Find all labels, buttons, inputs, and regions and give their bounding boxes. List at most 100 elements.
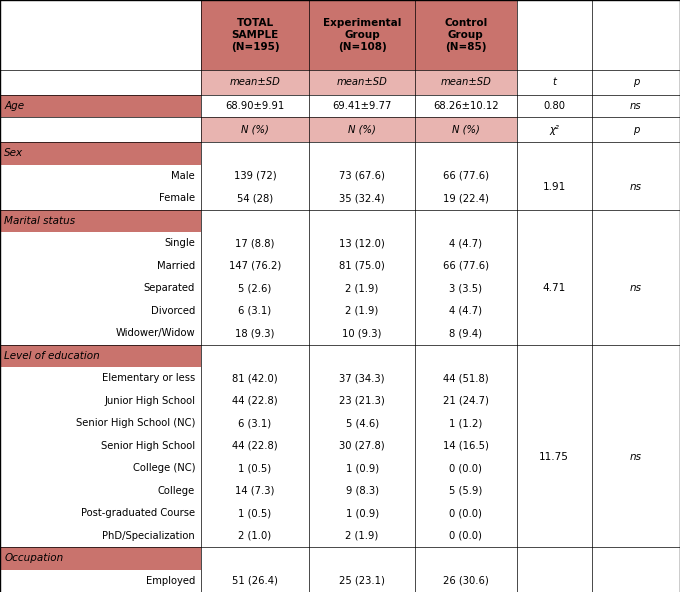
Text: 2 (1.0): 2 (1.0) <box>239 531 271 540</box>
Text: 5 (5.9): 5 (5.9) <box>449 486 482 496</box>
Text: t: t <box>552 78 556 87</box>
Text: 8 (9.4): 8 (9.4) <box>449 329 482 338</box>
Text: 14 (7.3): 14 (7.3) <box>235 486 275 496</box>
Bar <box>201 70 517 95</box>
Text: mean±SD: mean±SD <box>337 78 388 87</box>
Text: 68.26±10.12: 68.26±10.12 <box>433 101 498 111</box>
Text: 5 (2.6): 5 (2.6) <box>239 284 271 293</box>
Text: 5 (4.6): 5 (4.6) <box>345 419 379 428</box>
Text: 23 (21.3): 23 (21.3) <box>339 396 385 406</box>
Text: Female: Female <box>159 194 195 203</box>
Text: Post-graduated Course: Post-graduated Course <box>81 509 195 518</box>
Text: 44 (51.8): 44 (51.8) <box>443 374 489 383</box>
Text: 2 (1.9): 2 (1.9) <box>345 284 379 293</box>
Text: Experimental
Group
(N=108): Experimental Group (N=108) <box>323 18 401 52</box>
Text: 0 (0.0): 0 (0.0) <box>449 531 482 540</box>
Text: TOTAL
SAMPLE
(N=195): TOTAL SAMPLE (N=195) <box>231 18 279 52</box>
Text: College: College <box>158 486 195 496</box>
Text: 18 (9.3): 18 (9.3) <box>235 329 275 338</box>
Text: Control
Group
(N=85): Control Group (N=85) <box>444 18 488 52</box>
Text: 1 (0.5): 1 (0.5) <box>239 464 271 473</box>
Text: 13 (12.0): 13 (12.0) <box>339 239 385 248</box>
Text: 1 (0.9): 1 (0.9) <box>345 464 379 473</box>
Bar <box>0 547 201 570</box>
Text: 1 (1.2): 1 (1.2) <box>449 419 482 428</box>
Text: Married: Married <box>157 261 195 271</box>
Text: N (%): N (%) <box>348 125 376 134</box>
Text: 19 (22.4): 19 (22.4) <box>443 194 489 203</box>
Bar <box>0 345 201 367</box>
Text: χ²: χ² <box>549 125 559 134</box>
Text: Senior High School: Senior High School <box>101 441 195 451</box>
Text: Sex: Sex <box>4 149 23 158</box>
Text: mean±SD: mean±SD <box>230 78 280 87</box>
Text: ns: ns <box>630 101 642 111</box>
Text: ns: ns <box>630 284 642 293</box>
Text: 14 (16.5): 14 (16.5) <box>443 441 489 451</box>
Text: Level of education: Level of education <box>4 351 100 361</box>
Text: 2 (1.9): 2 (1.9) <box>345 531 379 540</box>
Text: 66 (77.6): 66 (77.6) <box>443 171 489 181</box>
Text: 147 (76.2): 147 (76.2) <box>229 261 281 271</box>
Text: 4.71: 4.71 <box>543 284 566 293</box>
Text: PhD/Specialization: PhD/Specialization <box>103 531 195 540</box>
Text: 37 (34.3): 37 (34.3) <box>339 374 385 383</box>
Text: Male: Male <box>171 171 195 181</box>
Text: 68.90±9.91: 68.90±9.91 <box>225 101 285 111</box>
Text: N (%): N (%) <box>452 125 479 134</box>
Text: 1 (0.5): 1 (0.5) <box>239 509 271 518</box>
Bar <box>0 210 201 232</box>
Text: 6 (3.1): 6 (3.1) <box>239 419 271 428</box>
Text: 44 (22.8): 44 (22.8) <box>232 441 278 451</box>
Text: 21 (24.7): 21 (24.7) <box>443 396 489 406</box>
Text: 81 (42.0): 81 (42.0) <box>232 374 278 383</box>
Text: 17 (8.8): 17 (8.8) <box>235 239 275 248</box>
Text: mean±SD: mean±SD <box>441 78 491 87</box>
Text: 1 (0.9): 1 (0.9) <box>345 509 379 518</box>
Text: Employed: Employed <box>146 576 195 585</box>
Text: 73 (67.6): 73 (67.6) <box>339 171 385 181</box>
Text: 11.75: 11.75 <box>539 452 569 462</box>
Text: Widower/Widow: Widower/Widow <box>116 329 195 338</box>
Text: Marital status: Marital status <box>4 216 75 226</box>
Text: 30 (27.8): 30 (27.8) <box>339 441 385 451</box>
Text: 54 (28): 54 (28) <box>237 194 273 203</box>
Text: Junior High School: Junior High School <box>104 396 195 406</box>
Text: Elementary or less: Elementary or less <box>102 374 195 383</box>
Text: 10 (9.3): 10 (9.3) <box>343 329 381 338</box>
Text: Divorced: Divorced <box>151 306 195 316</box>
Text: Age: Age <box>4 101 24 111</box>
Text: 0 (0.0): 0 (0.0) <box>449 509 482 518</box>
Text: 69.41±9.77: 69.41±9.77 <box>333 101 392 111</box>
Bar <box>0 142 201 165</box>
Text: Occupation: Occupation <box>4 554 63 563</box>
Text: N (%): N (%) <box>241 125 269 134</box>
Text: 35 (32.4): 35 (32.4) <box>339 194 385 203</box>
Text: p: p <box>632 125 639 134</box>
Text: 9 (8.3): 9 (8.3) <box>345 486 379 496</box>
Text: ns: ns <box>630 452 642 462</box>
Text: 4 (4.7): 4 (4.7) <box>449 239 482 248</box>
Text: p: p <box>632 78 639 87</box>
Text: Single: Single <box>165 239 195 248</box>
Text: 0 (0.0): 0 (0.0) <box>449 464 482 473</box>
Text: 44 (22.8): 44 (22.8) <box>232 396 278 406</box>
Text: 51 (26.4): 51 (26.4) <box>232 576 278 585</box>
Text: Senior High School (NC): Senior High School (NC) <box>75 419 195 428</box>
Bar <box>0 95 201 117</box>
Bar <box>201 0 517 70</box>
Text: 1.91: 1.91 <box>543 182 566 192</box>
Bar <box>201 117 517 142</box>
Text: 6 (3.1): 6 (3.1) <box>239 306 271 316</box>
Text: 3 (3.5): 3 (3.5) <box>449 284 482 293</box>
Text: College (NC): College (NC) <box>133 464 195 473</box>
Text: 0.80: 0.80 <box>543 101 565 111</box>
Text: 4 (4.7): 4 (4.7) <box>449 306 482 316</box>
Text: Separated: Separated <box>143 284 195 293</box>
Text: 66 (77.6): 66 (77.6) <box>443 261 489 271</box>
Text: 25 (23.1): 25 (23.1) <box>339 576 385 585</box>
Text: 2 (1.9): 2 (1.9) <box>345 306 379 316</box>
Text: 26 (30.6): 26 (30.6) <box>443 576 489 585</box>
Text: ns: ns <box>630 182 642 192</box>
Text: 139 (72): 139 (72) <box>234 171 276 181</box>
